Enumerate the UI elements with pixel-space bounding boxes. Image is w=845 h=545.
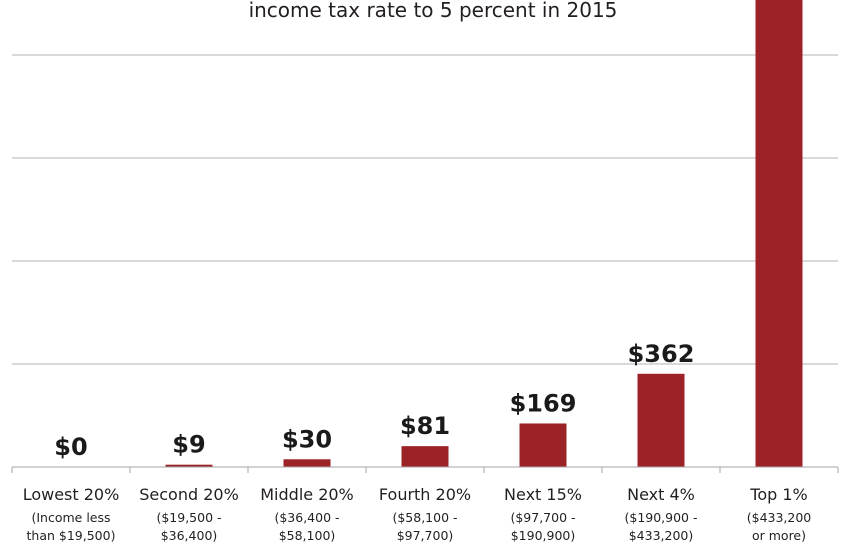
category-label: Top 1% <box>749 485 807 504</box>
category-sublabel: ($19,500 - <box>156 510 221 525</box>
bar <box>519 423 567 467</box>
bar <box>165 464 213 467</box>
bar <box>755 0 803 467</box>
category-sublabel: ($58,100 - <box>392 510 457 525</box>
chart-title: income tax rate to 5 percent in 2015 <box>249 0 618 22</box>
value-label: $30 <box>282 425 332 453</box>
value-label: $81 <box>400 412 450 440</box>
category-label: Lowest 20% <box>23 485 120 504</box>
category-sublabel: than $19,500) <box>27 528 116 543</box>
value-label: $9 <box>172 431 205 459</box>
category-sublabel: $190,900) <box>511 528 576 543</box>
category-sublabel: $97,700) <box>397 528 454 543</box>
category-label: Middle 20% <box>260 485 354 504</box>
value-label: $362 <box>628 340 695 368</box>
category-sublabel: $433,200) <box>629 528 694 543</box>
category-sublabel: or more) <box>752 528 806 543</box>
category-sublabel: $58,100) <box>279 528 336 543</box>
category-label: Fourth 20% <box>379 485 471 504</box>
category-label: Second 20% <box>139 485 239 504</box>
bars <box>165 0 803 467</box>
category-label: Next 15% <box>504 485 582 504</box>
category-sublabel: ($36,400 - <box>274 510 339 525</box>
gridlines <box>12 54 838 365</box>
category-labels: Lowest 20% (Income less than $19,500) Secon… <box>23 485 812 543</box>
bar <box>401 446 449 467</box>
category-sublabel: ($190,900 - <box>624 510 697 525</box>
value-label: $169 <box>510 389 577 417</box>
category-sublabel: ($97,700 - <box>510 510 575 525</box>
bar <box>637 373 685 467</box>
category-sublabel: (Income less <box>31 510 110 525</box>
category-label: Next 4% <box>627 485 695 504</box>
bar <box>283 459 331 467</box>
value-labels: $0$9$30$81$169$362$2,031 <box>54 340 695 461</box>
x-axis-ticks <box>11 467 839 473</box>
category-sublabel: ($433,200 <box>747 510 812 525</box>
value-label: $0 <box>54 433 87 461</box>
category-sublabel: $36,400) <box>161 528 218 543</box>
